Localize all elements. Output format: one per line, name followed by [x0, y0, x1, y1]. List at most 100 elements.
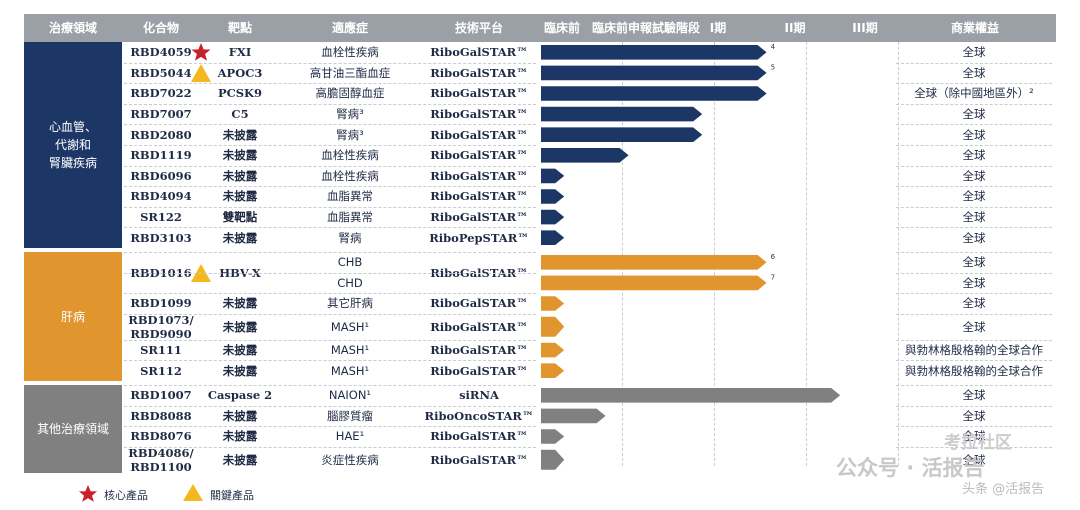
compound-name: RBD8088: [130, 408, 192, 423]
indication: HAE¹: [335, 429, 365, 444]
indication: NAION¹: [328, 388, 372, 403]
target-name: PCSK9: [217, 86, 263, 101]
compound-name: RBD2080: [130, 127, 192, 142]
target-name: APOC3: [217, 65, 263, 80]
stage-bar: [541, 342, 565, 358]
row-divider: [124, 124, 536, 126]
commercial-rights: 全球: [962, 296, 986, 311]
technology-platform: RiboGalSTAR™: [430, 210, 528, 225]
commercial-rights: 全球: [962, 255, 986, 270]
row-divider: [896, 145, 1052, 146]
compound-name: RBD3103: [130, 230, 192, 245]
compound-name: RBD4094: [130, 189, 192, 204]
commercial-rights: 全球: [962, 65, 986, 80]
header-target: 靶點: [227, 21, 252, 35]
technology-platform: RiboGalSTAR™: [430, 107, 528, 122]
header-area: 治療領域: [48, 21, 97, 35]
commercial-rights: 全球: [962, 319, 986, 334]
commercial-rights: 全球: [962, 275, 986, 290]
row-divider: [124, 227, 536, 229]
commercial-rights: 全球: [962, 230, 986, 245]
row-divider: [896, 83, 1052, 85]
technology-platform: RiboGalSTAR™: [430, 148, 528, 163]
stage-bar: [541, 449, 565, 470]
technology-platform: RiboGalSTAR™: [430, 319, 528, 334]
row-divider: [124, 339, 536, 341]
technology-platform: siRNA: [459, 388, 499, 403]
compound-name: RBD7007: [130, 107, 192, 122]
technology-platform: RiboGalSTAR™: [430, 296, 528, 311]
compound-name: RBD6096: [130, 168, 192, 183]
commercial-rights: 全球（除中國地區外）²: [914, 86, 1034, 101]
technology-platform: RiboGalSTAR™: [430, 363, 528, 378]
watermark-main: 公众号 · 活报告: [836, 456, 985, 480]
header-bar: [24, 14, 1056, 42]
row-divider: [124, 293, 536, 295]
indication: 腦膠質瘤: [327, 408, 373, 423]
watermark-corner: 头条 @活报告: [962, 482, 1045, 497]
stage-bar: [541, 65, 767, 81]
technology-platform: RiboGalSTAR™: [430, 45, 528, 60]
commercial-rights: 全球: [962, 429, 986, 444]
commercial-rights: 全球: [962, 408, 986, 423]
target-name: 未披露: [222, 127, 258, 142]
row-divider: [896, 426, 1052, 428]
row-divider: [896, 313, 1052, 315]
row-divider: [124, 62, 536, 64]
row-divider: [896, 103, 1052, 105]
phase-gridline: [898, 42, 899, 466]
indication: 高膽固醇血症: [315, 86, 385, 101]
commercial-rights: 全球: [962, 148, 986, 163]
stage-bar: [541, 189, 565, 204]
commercial-rights: 與勃林格殷格翰的全球合作: [905, 343, 1043, 358]
technology-platform: RiboGalSTAR™: [430, 343, 528, 358]
header-platform: 技術平台: [454, 21, 503, 35]
technology-platform: RiboGalSTAR™: [430, 86, 528, 101]
indication: CHB: [337, 255, 363, 270]
stage-bar: [541, 230, 565, 245]
compound-name: RBD1007: [130, 388, 192, 403]
phase-gridline: [714, 42, 715, 466]
compound-name: SR122: [140, 210, 182, 225]
target-name: 未披露: [222, 296, 258, 311]
stage-bar: [541, 296, 565, 311]
commercial-rights: 全球: [962, 107, 986, 122]
key-product-triangle-icon: [191, 63, 211, 82]
compound-name: RBD1073/ RBD9090: [128, 312, 194, 341]
row-divider: [124, 206, 536, 208]
compound-name: RBD1099: [130, 296, 192, 311]
target-name: 未披露: [222, 408, 258, 423]
indication: 腎病³: [336, 107, 364, 122]
row-divider: [124, 405, 536, 407]
technology-platform: RiboOncoSTAR™: [424, 408, 534, 423]
technology-platform: RiboGalSTAR™: [430, 65, 528, 80]
commercial-rights: 全球: [962, 210, 986, 225]
commercial-rights: 全球: [962, 189, 986, 204]
compound-name: RBD4059: [130, 45, 192, 60]
footnote-marker: 6: [771, 253, 776, 261]
therapeutic-area-0: 心血管、 代謝和 腎臟疾病: [24, 42, 122, 248]
target-name: 未披露: [222, 343, 258, 358]
compound-name: SR112: [140, 363, 182, 378]
row-divider: [124, 446, 536, 448]
row-divider: [896, 405, 1052, 407]
header-compound: 化合物: [142, 21, 179, 35]
row-divider: [896, 165, 1052, 167]
compound-name: RBD5044: [130, 65, 192, 80]
row-divider: [896, 124, 1052, 126]
commercial-rights: 全球: [962, 388, 986, 403]
row-divider: [124, 313, 536, 315]
stage-bar: [541, 86, 767, 101]
indication: MASH¹: [330, 319, 370, 334]
phase-gridline: [806, 42, 807, 466]
row-divider: [896, 385, 1052, 386]
header-phase3: III期: [852, 21, 878, 35]
legend-star-label: 核心產品: [104, 489, 148, 502]
stage-bar: [541, 363, 565, 378]
row-divider: [124, 165, 536, 167]
target-name: 未披露: [222, 230, 258, 245]
row-divider: [896, 62, 1052, 64]
legend-star-icon: [79, 485, 97, 502]
watermark-community: 考拉社区: [944, 433, 1012, 453]
legend-triangle-icon: [183, 484, 203, 501]
